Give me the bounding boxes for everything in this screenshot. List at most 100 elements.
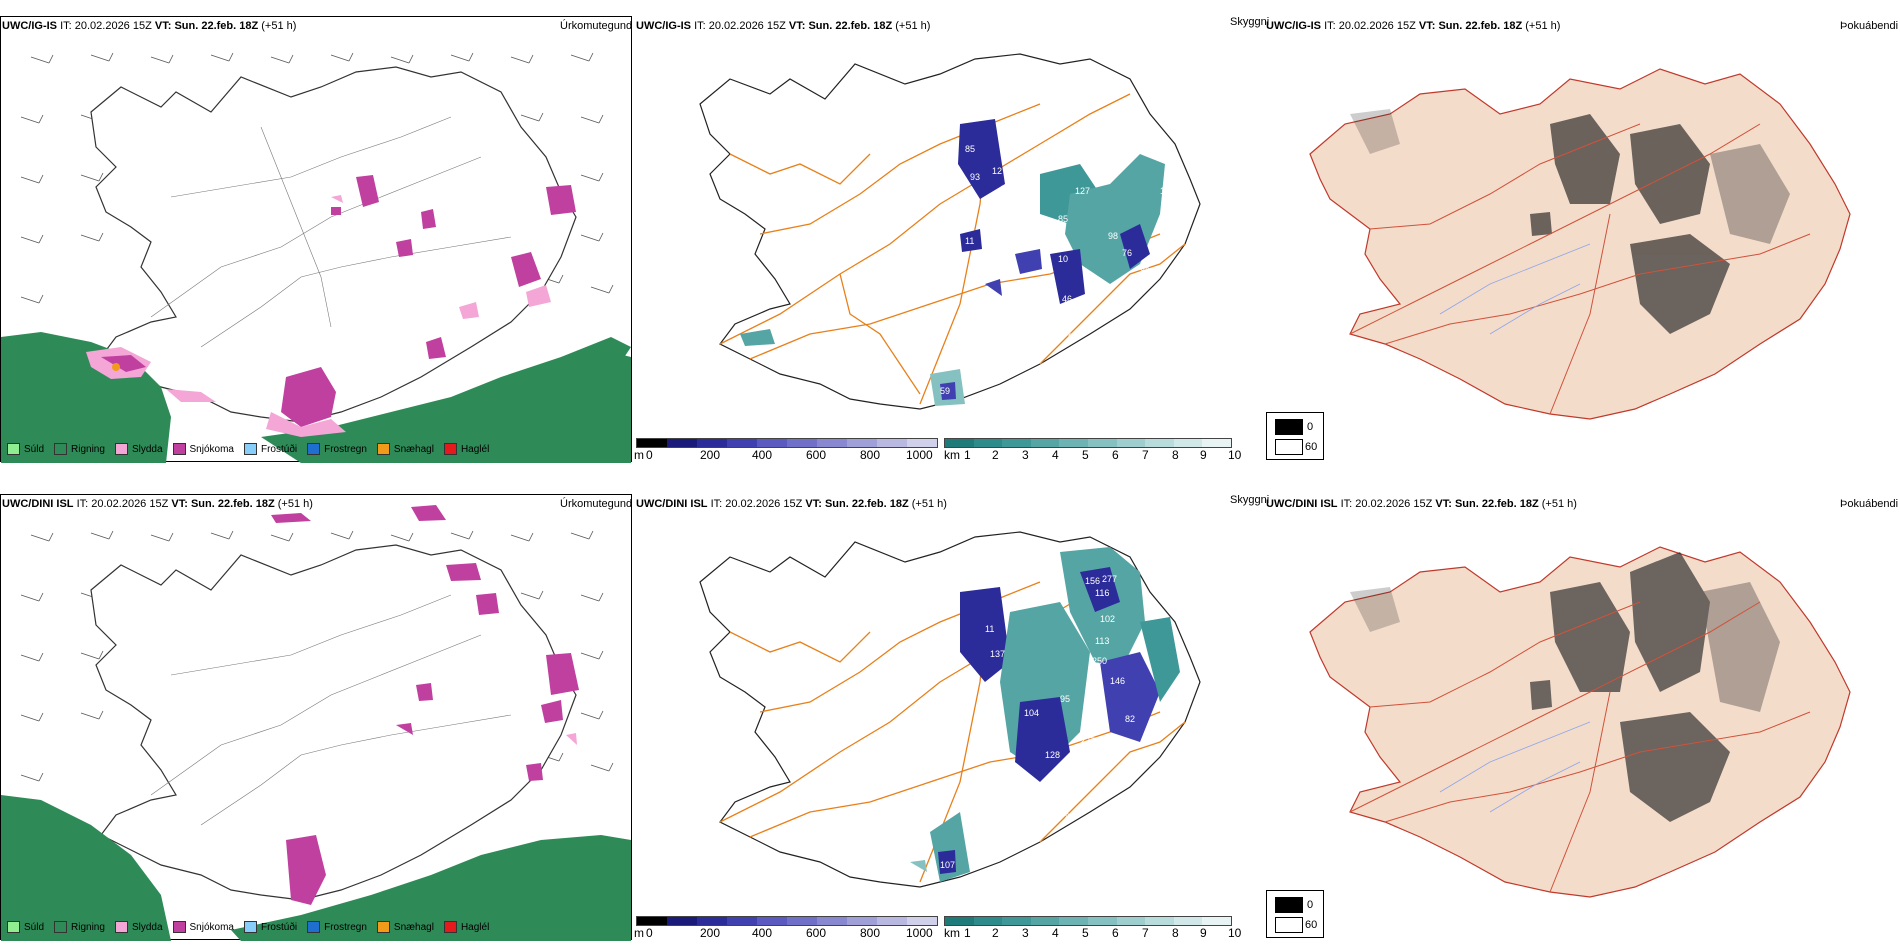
vis-label: 11 [985, 624, 994, 634]
vis-label: 137 [990, 649, 1005, 659]
roads [1349, 123, 1811, 415]
scale-tick: 4 [1052, 448, 1059, 462]
legend-swatch [307, 921, 321, 933]
model-name: UWC/IG-IS [636, 20, 691, 32]
it-value: 20.02.2026 15Z [91, 498, 169, 510]
snow-patches [331, 175, 576, 359]
scale-tick: 6 [1112, 926, 1119, 940]
scale-tick: 10 [1228, 448, 1242, 462]
row-2: Súld Rigning Slydda Snjókoma Frostúði Fr… [0, 478, 1900, 950]
legend-swatch [376, 921, 390, 933]
legend-label: Snjókoma [189, 921, 234, 933]
lead-time: (+51 h) [911, 498, 947, 510]
scale-tick: 5 [1082, 926, 1089, 940]
vis-label: 93 [970, 172, 980, 182]
legend-item: Haglél [443, 443, 489, 455]
legend-item: Frostúði [243, 443, 298, 455]
scale-tick: 9 [1200, 926, 1207, 940]
model-name: UWC/DINI ISL [2, 498, 74, 510]
legend-label: Frostúði [260, 443, 298, 455]
vis-label: 127 [1075, 186, 1090, 196]
legend-item: Haglél [443, 921, 490, 933]
vis-label: 59 [940, 386, 950, 396]
visibility-patches [740, 119, 1165, 406]
panel-header: UWC/IG-IS IT: 20.02.2026 15Z VT: Sun. 22… [636, 20, 930, 32]
row-1: Súld Rigning Slydda Snjókoma Frostúði Fr… [0, 0, 1900, 470]
panel-title-fog: Þokuábendi [1840, 20, 1899, 32]
legend-swatch [376, 443, 390, 455]
scale-tick: 1 [964, 926, 971, 940]
vis-label: 107 [940, 860, 955, 870]
legend-swatch [307, 443, 321, 455]
lead-time: (+51 h) [277, 498, 313, 510]
vis-label: 85 [965, 144, 975, 154]
legend-swatch [172, 921, 186, 933]
scale-tick: 5 [1082, 448, 1089, 462]
vis-label: 76 [1122, 248, 1132, 258]
scale-tick: 4 [1052, 926, 1059, 940]
scale-tick: 3 [1022, 448, 1029, 462]
legend-item: Rigning [54, 443, 105, 455]
panel-header: UWC/IG-IS IT: 20.02.2026 15Z VT: Sun. 22… [2, 20, 296, 32]
vt-label: VT: [1418, 20, 1436, 32]
legend-item: Slydda [114, 443, 163, 455]
scale-tick: 800 [860, 448, 881, 462]
visibility-map: 156 277 116 102 113 250 146 11 137 104 9… [699, 531, 1201, 888]
scale-unit: m [634, 926, 644, 940]
visibility-scale-m [636, 438, 938, 448]
precip-legend: Súld Rigning Slydda Snjókoma Frostúði Fr… [7, 921, 489, 933]
vis-label: 10 [1058, 254, 1068, 264]
panel-title-visibility: Skyggni [1230, 494, 1270, 506]
legend-item: Snjókoma [172, 921, 234, 933]
legend-label: Snæhagl [393, 443, 434, 455]
scale-tick: 600 [806, 448, 827, 462]
vis-label: 116 [1095, 588, 1109, 598]
iceland-outline [90, 544, 577, 901]
it-value: 20.02.2026 15Z [708, 20, 786, 32]
it-label: IT: [76, 498, 89, 510]
legend-swatch [243, 443, 257, 455]
legend-swatch [172, 443, 186, 455]
legend-item: Snæhagl [376, 921, 434, 933]
iceland-outline [1309, 546, 1851, 898]
fog-map [1309, 68, 1851, 420]
vt-value: Sun. 22.feb. 18Z [190, 498, 275, 510]
precip-type-map [1, 505, 631, 941]
roads-rivers [150, 116, 512, 348]
vt-label: VT: [154, 20, 172, 32]
scale-tick: 1000 [906, 448, 933, 462]
fog-legend: 0 60 [1266, 412, 1324, 460]
scale-tick: 2 [992, 926, 999, 940]
legend-swatch [54, 921, 68, 933]
iceland-outline [1309, 68, 1851, 420]
fog-legend-label: 0 [1307, 421, 1314, 433]
panel-header: UWC/DINI ISL IT: 20.02.2026 15Z VT: Sun.… [2, 498, 313, 510]
fog-map [1309, 546, 1851, 898]
legend-label: Haglél [460, 921, 490, 933]
vis-label: 128 [1045, 750, 1060, 760]
it-value: 20.02.2026 15Z [74, 20, 152, 32]
fog-legend-label: 60 [1305, 441, 1318, 453]
rivers [1439, 721, 1591, 813]
legend-item: Súld [7, 921, 44, 933]
lead-time: (+51 h) [261, 20, 297, 32]
it-label: IT: [1340, 498, 1353, 510]
scale-tick: 10 [1228, 926, 1242, 940]
model-name: UWC/IG-IS [2, 20, 57, 32]
scale-tick: 200 [700, 926, 721, 940]
legend-label: Súld [24, 443, 45, 455]
fog-legend-label: 0 [1307, 899, 1314, 911]
vt-label: VT: [788, 20, 806, 32]
it-value: 20.02.2026 15Z [1355, 498, 1433, 510]
legend-item: Rigning [54, 921, 105, 933]
visibility-patches [910, 547, 1180, 882]
vis-label: 46 [1062, 294, 1072, 304]
vt-value: Sun. 22.feb. 18Z [808, 20, 893, 32]
vis-label: 135 [1160, 186, 1175, 196]
visibility-scale-m [636, 916, 938, 926]
roads-rivers [150, 594, 512, 826]
legend-swatch [54, 443, 68, 455]
precip-legend: Súld Rigning Slydda Snjókoma Frostúði Fr… [7, 443, 489, 455]
iceland-outline [90, 66, 577, 423]
legend-swatch [114, 921, 128, 933]
